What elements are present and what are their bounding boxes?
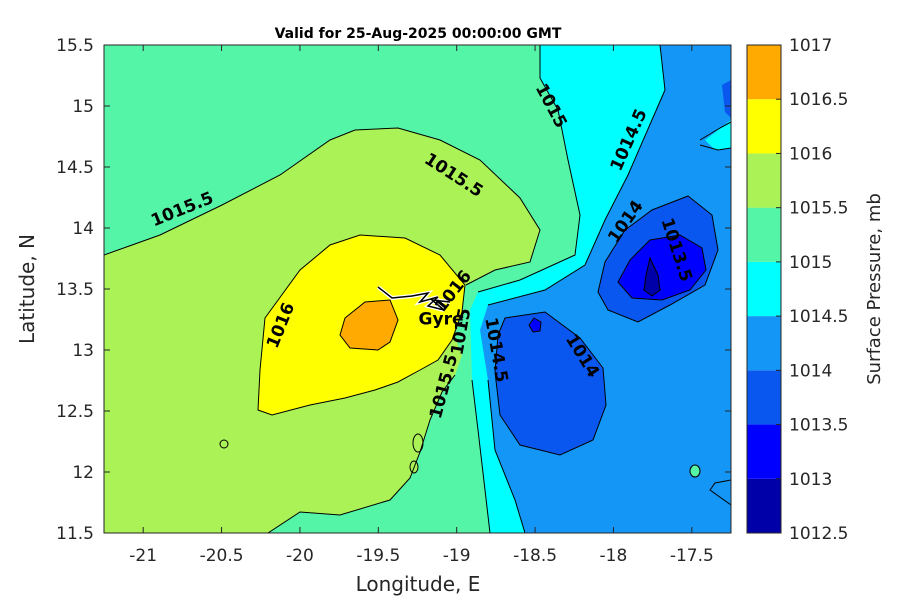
contour-line-1013-5-south (528, 317, 542, 333)
y-axis-label: Latitude, N (15, 234, 39, 344)
contour-line-1014-5-north (487, 45, 666, 306)
colorbar-frame (746, 44, 782, 534)
y-tick-label: 15.5 (56, 36, 94, 56)
annotations: Gyre (419, 310, 464, 330)
x-tick-label: -21 (129, 546, 157, 566)
contour-line-east-edge-3 (709, 479, 731, 506)
contour-line-1014-south (494, 311, 607, 456)
colorbar-swatch (747, 316, 781, 371)
colorbar-swatch (747, 99, 781, 154)
region-1013-5-south (495, 312, 606, 455)
chart-title: Valid for 25-Aug-2025 00:00:00 GMT (275, 26, 562, 42)
colorbar-swatch (747, 207, 781, 262)
island-patch-4 (689, 464, 701, 478)
colorbar-swatch (747, 153, 781, 208)
y-tick-label: 15 (72, 97, 94, 117)
contour-line-1013 (643, 256, 661, 297)
region-1016-5 (340, 300, 398, 350)
y-tick-label: 13 (72, 341, 94, 361)
y-tick-label: 12 (72, 463, 94, 483)
x-tick-label: -17.5 (670, 546, 714, 566)
colorbar-swatch (747, 261, 781, 317)
contour-line-east-edge-2 (699, 144, 731, 151)
y-axis-ticks: 11.5 12 12.5 13 13.5 14 14.5 15 15.5 (56, 36, 731, 544)
colorbar-tick-label: 1015.5 (789, 199, 848, 219)
y-tick-label: 11.5 (56, 524, 94, 544)
colorbar-tick-label: 1016.5 (789, 90, 848, 110)
region-1014-5-sliver-east (705, 120, 731, 150)
contour-line-1015-south (471, 379, 491, 533)
contour-line-east-edge (699, 121, 731, 141)
colorbar-tick-label: 1012.5 (789, 524, 848, 544)
contour-line-1014-5-south (487, 379, 526, 533)
x-tick-label: -18 (600, 546, 628, 566)
colorbar-tick-label: 1013 (789, 470, 832, 490)
contour-line-1015-north (477, 45, 581, 293)
region-1014-corner (722, 80, 731, 118)
colorbar-swatch (747, 424, 781, 479)
contour-line-1016 (257, 234, 466, 416)
island-patch-1 (412, 433, 424, 453)
x-tick-label: -20 (286, 546, 314, 566)
x-axis-label: Longitude, E (356, 572, 481, 596)
contour-line-1015-5-south (267, 374, 456, 533)
y-tick-label: 14 (72, 219, 94, 239)
x-tick-label: -18.5 (513, 546, 557, 566)
colorbar-swatch (747, 370, 781, 425)
y-tick-label: 13.5 (56, 280, 94, 300)
y-tick-label: 12.5 (56, 402, 94, 422)
colorbar-tick-label: 1015 (789, 253, 832, 273)
region-1013-east (618, 235, 706, 300)
colorbar: 1012.5 1013 1013.5 1014 1014.5 1015 1015.5 1016… (746, 36, 848, 544)
x-tick-label: -19.5 (356, 546, 400, 566)
island-patch-3 (219, 439, 229, 449)
x-tick-label: -19 (443, 546, 471, 566)
gyre-track-outline (377, 286, 451, 311)
contour-lines (104, 45, 731, 533)
gyre-label: Gyre (419, 310, 464, 330)
x-tick-label: -20.5 (200, 546, 244, 566)
colorbar-label: Surface Pressure, mb (864, 193, 885, 385)
contour-line-1013-5-east (617, 234, 707, 301)
colorbar-swatch (747, 478, 781, 533)
colorbar-swatch (747, 45, 781, 100)
colorbar-tick-label: 1016 (789, 144, 832, 164)
colorbar-tick-label: 1014 (789, 361, 832, 381)
contour-line-1015-5-north (104, 127, 541, 286)
colorbar-tick-label: 1014.5 (789, 307, 848, 327)
contour-line-1014-east (597, 195, 719, 323)
colorbar-tick-label: 1017 (789, 36, 832, 56)
colorbar-tick-label: 1013.5 (789, 416, 848, 436)
contour-line-1016-5 (339, 299, 399, 351)
x-axis-ticks: -21 -20.5 -20 -19.5 -19 -18.5 -18 -17.5 (129, 45, 714, 566)
y-tick-label: 14.5 (56, 158, 94, 178)
